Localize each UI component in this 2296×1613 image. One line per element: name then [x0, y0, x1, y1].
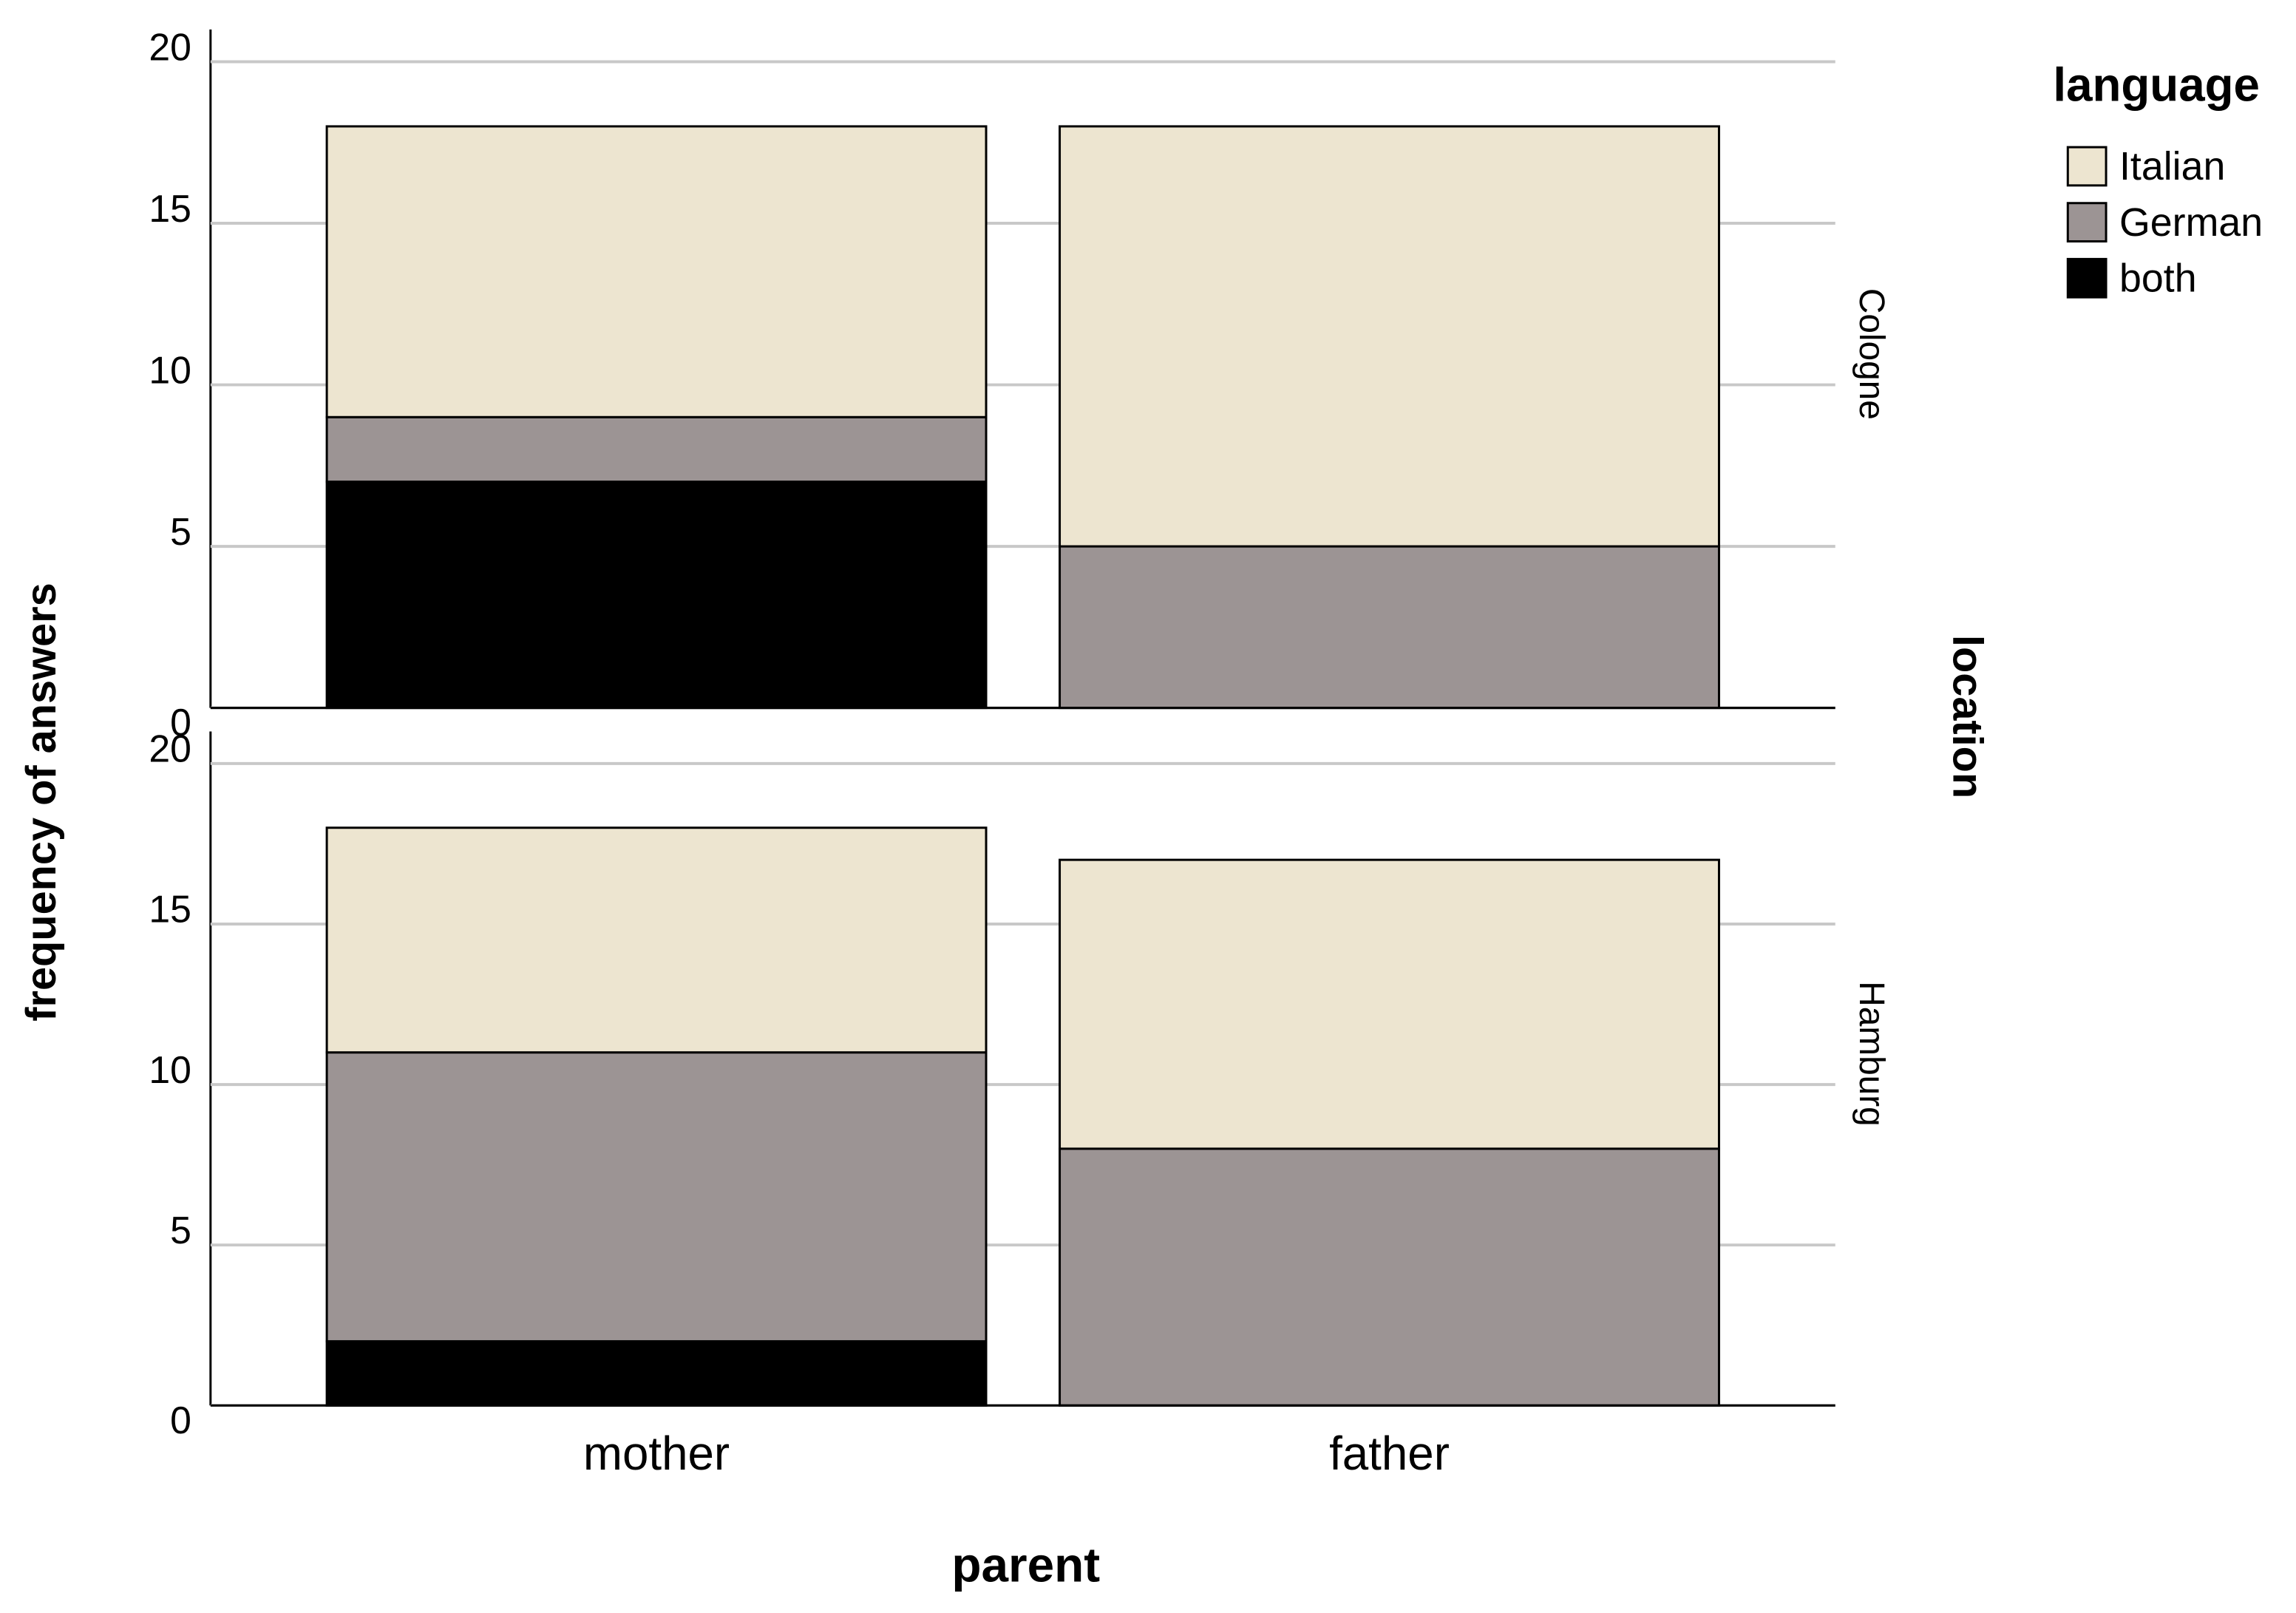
bar-segment: [1059, 545, 1720, 710]
y-tick-label: 20: [149, 727, 191, 770]
bar-segment: [325, 125, 988, 418]
bar-segment: [325, 826, 988, 1054]
bar-segment: [325, 1051, 988, 1342]
y-tick-label: 20: [149, 25, 191, 68]
bar-segment: [1059, 1147, 1720, 1407]
legend-label: Italian: [2119, 144, 2225, 189]
y-tick-label: 0: [170, 701, 191, 744]
y-axis-title: frequency of answers: [18, 583, 65, 1021]
legend-label: German: [2119, 200, 2263, 245]
panel-label: Cologne: [1852, 288, 1891, 420]
bar-segment: [325, 1339, 988, 1407]
y-tick-label: 15: [149, 888, 191, 931]
x-tick-label: father: [1329, 1427, 1450, 1480]
bar-segment: [1059, 125, 1720, 548]
legend-swatch: [2066, 257, 2108, 299]
facet-title: location: [1944, 635, 1991, 798]
bar-segment: [325, 415, 988, 483]
legend-title: language: [2053, 58, 2260, 111]
x-axis-title: parent: [951, 1538, 1100, 1592]
y-tick-label: 15: [149, 187, 191, 230]
x-tick-label: mother: [583, 1427, 730, 1480]
y-tick-label: 0: [170, 1399, 191, 1441]
legend-swatch: [2066, 146, 2108, 187]
bar-segment: [1059, 858, 1720, 1150]
bar-segment: [325, 480, 988, 710]
y-tick-label: 10: [149, 348, 191, 391]
y-tick-label: 10: [149, 1048, 191, 1091]
y-tick-label: 5: [170, 1209, 191, 1252]
legend-label: both: [2119, 256, 2197, 300]
panel-label: Hamburg: [1852, 981, 1891, 1126]
legend-swatch: [2066, 202, 2108, 242]
y-tick-label: 5: [170, 510, 191, 553]
